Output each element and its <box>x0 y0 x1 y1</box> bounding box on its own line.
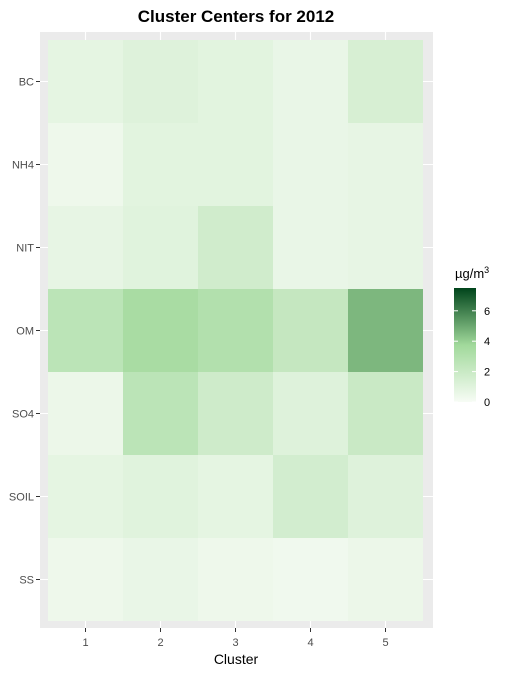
y-tick-label: SO4 <box>12 409 34 421</box>
heatmap-cell-ss-4 <box>273 538 348 621</box>
legend-tick-label: 6 <box>484 306 490 318</box>
x-tick-label: 4 <box>307 637 313 649</box>
legend-title: µg/m3 <box>455 265 489 281</box>
heatmap-cell-om-1 <box>48 289 123 372</box>
legend-tick-label: 4 <box>484 336 490 348</box>
x-axis: 1 2 3 4 5 <box>82 628 389 649</box>
heatmap-cell-bc-4 <box>273 40 348 123</box>
legend-title-main: µg/m <box>455 266 484 281</box>
chart-title: Cluster Centers for 2012 <box>138 7 335 26</box>
heatmap-cell-nh4-2 <box>123 123 198 206</box>
heatmap-cell-bc-1 <box>48 40 123 123</box>
heatmap-cell-nh4-1 <box>48 123 123 206</box>
x-tick-label: 5 <box>382 637 388 649</box>
heatmap-cell-so4-2 <box>123 372 198 455</box>
heatmap-cell-ss-3 <box>198 538 273 621</box>
heatmap-cell-so4-1 <box>48 372 123 455</box>
heatmap-cell-nit-4 <box>273 206 348 289</box>
legend-colorbar <box>454 288 476 402</box>
heatmap-cell-nh4-3 <box>198 123 273 206</box>
y-tick-label: NIT <box>16 243 34 255</box>
heatmap-cell-om-4 <box>273 289 348 372</box>
x-tick-label: 1 <box>82 637 88 649</box>
heatmap-cell-ss-5 <box>348 538 423 621</box>
heatmap-cell-nit-2 <box>123 206 198 289</box>
y-tick-label: OM <box>16 326 34 338</box>
heatmap-cell-bc-5 <box>348 40 423 123</box>
heatmap-cell-nit-3 <box>198 206 273 289</box>
heatmap-cell-nh4-4 <box>273 123 348 206</box>
y-tick-label: BC <box>19 77 34 89</box>
heatmap-cell-soil-2 <box>123 455 198 538</box>
heatmap-cell-nit-5 <box>348 206 423 289</box>
x-axis-title: Cluster <box>214 651 259 667</box>
legend-title-superscript: 3 <box>484 265 489 275</box>
heatmap-cell-soil-5 <box>348 455 423 538</box>
heatmap-cell-so4-5 <box>348 372 423 455</box>
heatmap-cell-nit-1 <box>48 206 123 289</box>
x-tick-label: 3 <box>232 637 238 649</box>
heatmap-cell-om-5 <box>348 289 423 372</box>
heatmap-cell-bc-3 <box>198 40 273 123</box>
heatmap-cell-om-2 <box>123 289 198 372</box>
heatmap-cell-soil-4 <box>273 455 348 538</box>
heatmap-cell-om-3 <box>198 289 273 372</box>
heatmap-cells <box>48 40 423 621</box>
y-tick-label: SOIL <box>9 492 34 504</box>
y-axis: BC NH4 NIT OM SO4 SOIL SS <box>9 77 40 587</box>
heatmap-cell-nh4-5 <box>348 123 423 206</box>
legend-tick-label: 0 <box>484 397 490 409</box>
heatmap-cell-so4-3 <box>198 372 273 455</box>
y-tick-label: SS <box>19 575 34 587</box>
heatmap-cell-bc-2 <box>123 40 198 123</box>
heatmap-cell-so4-4 <box>273 372 348 455</box>
heatmap-cell-soil-1 <box>48 455 123 538</box>
heatmap-cell-ss-1 <box>48 538 123 621</box>
x-tick-label: 2 <box>157 637 163 649</box>
color-legend: µg/m3 0 2 4 6 <box>454 265 490 409</box>
heatmap-cell-ss-2 <box>123 538 198 621</box>
y-tick-label: NH4 <box>12 160 34 172</box>
legend-tick-label: 2 <box>484 367 490 379</box>
legend-ticks: 0 2 4 6 <box>454 306 490 409</box>
heatmap-cell-soil-3 <box>198 455 273 538</box>
